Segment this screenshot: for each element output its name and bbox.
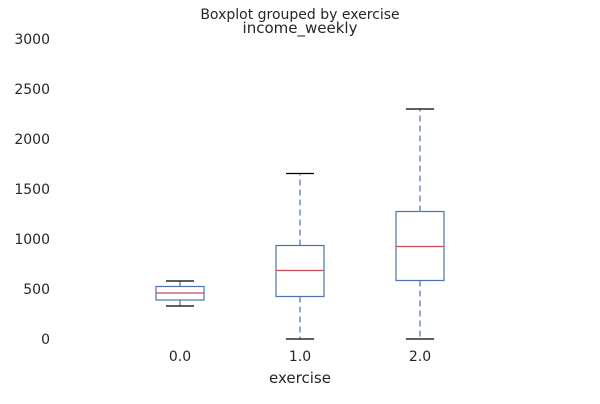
box-group — [275, 172, 325, 340]
x-tick-label: 1.0 — [289, 349, 311, 365]
x-axis-ticks: 0.0 1.0 2.0 — [169, 349, 431, 365]
x-tick-label: 0.0 — [169, 349, 191, 365]
box-group — [395, 108, 445, 340]
y-tick-label: 500 — [23, 282, 50, 298]
y-tick-label: 1500 — [14, 182, 50, 198]
x-tick-label: 2.0 — [409, 349, 431, 365]
x-axis-label: exercise — [269, 369, 331, 387]
chart-suptitle: Boxplot grouped by exercise — [200, 7, 399, 23]
y-tick-label: 2000 — [14, 132, 50, 148]
chart-title: income_weekly — [243, 19, 358, 38]
box-group — [155, 280, 205, 307]
y-tick-label: 0 — [41, 332, 50, 348]
boxes-layer — [155, 108, 445, 340]
y-tick-label: 1000 — [14, 232, 50, 248]
y-axis-ticks: 0 500 1000 1500 2000 2500 3000 — [14, 32, 50, 348]
y-tick-label: 3000 — [14, 32, 50, 48]
y-tick-label: 2500 — [14, 82, 50, 98]
